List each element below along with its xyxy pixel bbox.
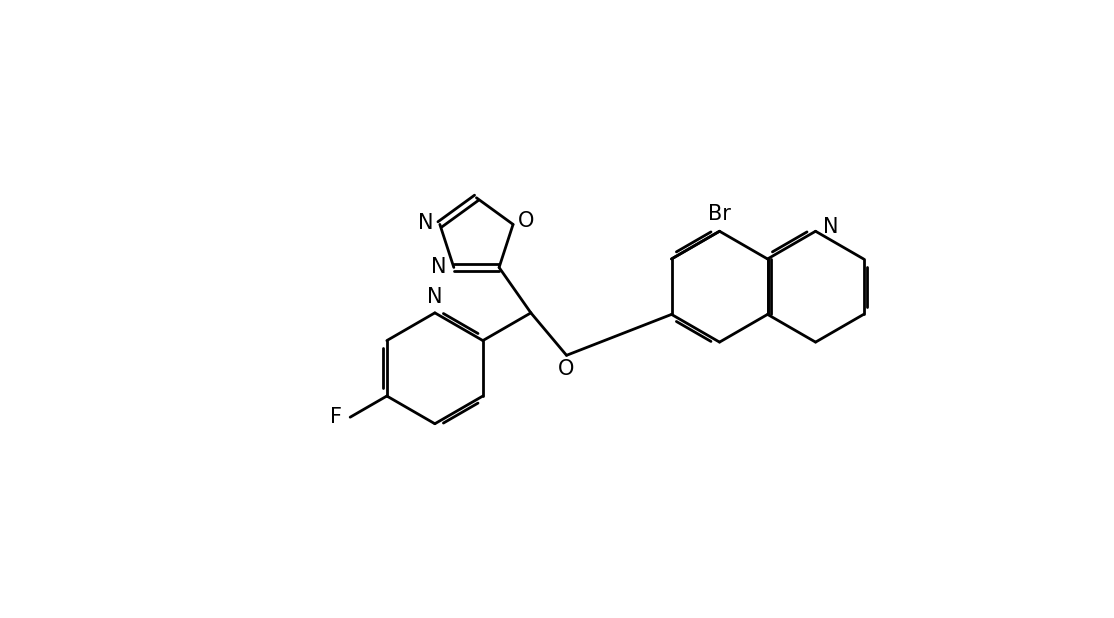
Text: F: F xyxy=(331,407,342,427)
Text: O: O xyxy=(558,359,575,379)
Text: N: N xyxy=(431,258,447,277)
Text: N: N xyxy=(823,218,839,237)
Text: O: O xyxy=(518,211,535,231)
Text: N: N xyxy=(418,213,433,233)
Text: Br: Br xyxy=(709,205,731,224)
Text: N: N xyxy=(427,287,442,308)
